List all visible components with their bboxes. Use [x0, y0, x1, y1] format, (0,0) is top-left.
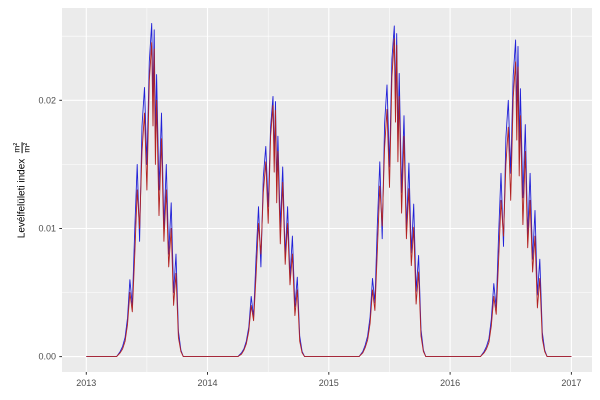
y-axis-fraction-denominator: m² — [21, 142, 32, 153]
y-axis-tick-label: 0.02 — [38, 95, 56, 105]
x-axis-tick-label: 2017 — [561, 378, 581, 388]
x-axis-tick-label: 2014 — [197, 378, 217, 388]
x-axis-tick-label: 2013 — [76, 378, 96, 388]
y-axis-title-text: Levélfelületi index — [16, 158, 28, 239]
y-axis-tick-label: 0.01 — [38, 224, 56, 234]
x-axis-tick-label: 2015 — [319, 378, 339, 388]
x-axis-tick-label: 2016 — [440, 378, 460, 388]
series-line-red — [86, 38, 572, 358]
plot-panel — [62, 8, 592, 372]
y-axis-tick-label: 0.00 — [38, 352, 56, 362]
y-axis-title: Levélfelületi index m² m² — [12, 141, 32, 239]
y-axis-title-fraction: m² m² — [12, 141, 32, 154]
